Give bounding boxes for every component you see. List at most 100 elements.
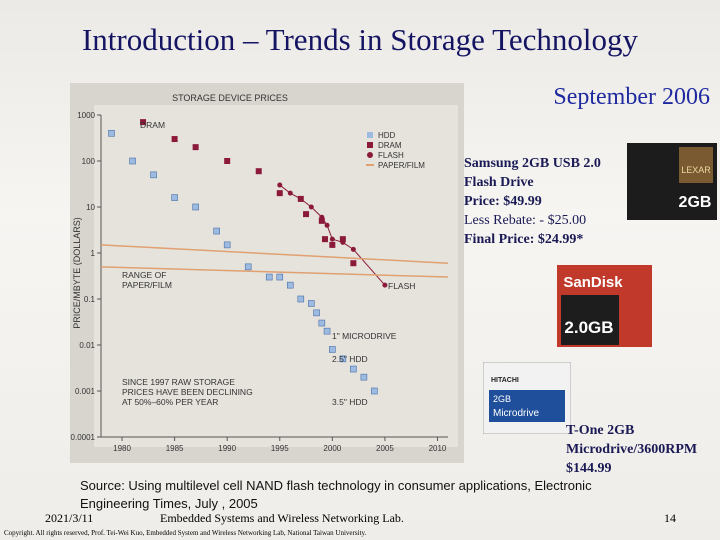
y-tick-label: 1 bbox=[91, 249, 96, 258]
card-capacity: 2.0GB bbox=[564, 318, 613, 337]
card-chip bbox=[679, 147, 713, 183]
text: Microdrive/3600RPM bbox=[566, 442, 698, 457]
annotation: RANGE OF bbox=[122, 270, 166, 280]
point bbox=[108, 130, 115, 137]
y-axis-label: PRICE/MBYTE (DOLLARS) bbox=[72, 217, 82, 329]
point bbox=[286, 281, 294, 289]
point bbox=[213, 227, 220, 235]
card-brand: LEXAR bbox=[681, 165, 711, 175]
point bbox=[244, 263, 252, 271]
annotation: FLASH bbox=[388, 281, 415, 291]
paper-film-line bbox=[100, 266, 449, 278]
text: Flash Drive bbox=[464, 175, 534, 190]
annotation: SINCE 1997 RAW STORAGE bbox=[122, 377, 235, 387]
hitachi-card: HITACHI 2GB Microdrive bbox=[483, 362, 571, 434]
point bbox=[276, 273, 284, 281]
point bbox=[339, 236, 346, 243]
point bbox=[277, 182, 283, 188]
point bbox=[287, 190, 293, 196]
point bbox=[171, 136, 178, 143]
legend-label: PAPER/FILM bbox=[378, 161, 425, 170]
point bbox=[350, 365, 357, 373]
chart-title: STORAGE DEVICE PRICES bbox=[172, 93, 288, 103]
point bbox=[276, 190, 283, 197]
card-brand: HITACHI bbox=[491, 377, 519, 384]
point bbox=[350, 260, 357, 267]
point bbox=[308, 300, 315, 307]
card-label bbox=[489, 390, 565, 422]
card-label bbox=[561, 295, 619, 345]
legend-swatch bbox=[367, 142, 373, 148]
point bbox=[303, 211, 310, 218]
legend-swatch bbox=[367, 132, 373, 138]
product-flash: Samsung 2GB USB 2.0 Flash Drive Price: $… bbox=[464, 154, 601, 249]
source: Source: Using multilevel cell NAND flash… bbox=[80, 477, 592, 513]
legend-label: HDD bbox=[378, 131, 396, 140]
point bbox=[324, 222, 330, 228]
point bbox=[360, 373, 368, 381]
point bbox=[313, 309, 320, 317]
annotation: AT 50%–60% PER YEAR bbox=[122, 397, 218, 407]
point bbox=[318, 217, 325, 224]
point bbox=[140, 119, 147, 126]
annotation: PAPER/FILM bbox=[122, 280, 172, 290]
point bbox=[329, 346, 336, 353]
x-tick-label: 2010 bbox=[429, 444, 447, 453]
legend-label: DRAM bbox=[378, 141, 402, 150]
flash-line bbox=[279, 184, 386, 286]
point bbox=[350, 246, 356, 252]
point bbox=[298, 196, 304, 202]
point bbox=[319, 214, 325, 220]
point bbox=[255, 168, 262, 175]
point bbox=[329, 241, 336, 248]
point bbox=[297, 295, 305, 303]
card-capacity: 2GB bbox=[679, 194, 712, 211]
point bbox=[224, 158, 231, 164]
annotation: 3.5" HDD bbox=[332, 397, 368, 407]
text: Less Rebate: - $25.00 bbox=[464, 213, 587, 228]
y-tick-label: 100 bbox=[82, 157, 96, 166]
point bbox=[192, 144, 199, 151]
point bbox=[339, 355, 347, 363]
x-tick-label: 1990 bbox=[218, 444, 236, 453]
x-tick-label: 1985 bbox=[166, 444, 184, 453]
point bbox=[223, 241, 231, 249]
footer-page: 14 bbox=[664, 511, 676, 525]
x-tick-label: 2005 bbox=[376, 444, 394, 453]
footer-lab: Embedded Systems and Wireless Networking… bbox=[160, 511, 404, 525]
annotation: DRAM bbox=[140, 120, 165, 130]
card-capacity: 2GB bbox=[493, 394, 511, 404]
y-tick-label: 1000 bbox=[77, 111, 95, 120]
annotation: 1" MICRODRIVE bbox=[332, 331, 397, 341]
point bbox=[340, 239, 346, 245]
chart: STORAGE DEVICE PRICES PRICE/MBYTE (DOLLA… bbox=[70, 83, 464, 463]
point bbox=[192, 203, 199, 211]
point bbox=[323, 327, 331, 335]
card-brand: SanDisk bbox=[563, 274, 623, 291]
date-heading: September 2006 bbox=[553, 84, 710, 110]
x-tick-label: 1995 bbox=[271, 444, 289, 453]
point bbox=[329, 236, 335, 242]
text: Samsung 2GB USB 2.0 bbox=[464, 156, 601, 171]
y-tick-label: 10 bbox=[86, 203, 95, 212]
paper-film-line bbox=[100, 244, 449, 264]
text: Source: Using multilevel cell NAND flash… bbox=[80, 478, 592, 493]
point bbox=[318, 319, 326, 327]
point bbox=[129, 157, 136, 165]
text: Price: $49.99 bbox=[464, 194, 542, 209]
product-microdrive: T-One 2GB Microdrive/3600RPM $144.99 bbox=[566, 421, 697, 478]
y-tick-label: 0.0001 bbox=[71, 433, 96, 442]
text: $144.99 bbox=[566, 461, 612, 476]
x-tick-label: 2000 bbox=[323, 444, 341, 453]
annotation: PRICES HAVE BEEN DECLINING bbox=[122, 387, 253, 397]
text: Engineering Times, July , 2005 bbox=[80, 496, 258, 511]
legend-label: FLASH bbox=[378, 151, 404, 160]
card-product: Microdrive bbox=[493, 408, 540, 419]
annotation: 2.5" HDD bbox=[332, 354, 368, 364]
text: T-One 2GB bbox=[566, 423, 635, 438]
point bbox=[171, 194, 178, 201]
y-tick-label: 0.1 bbox=[84, 295, 96, 304]
sandisk-card: SanDisk 2.0GB bbox=[557, 265, 652, 347]
y-tick-label: 0.001 bbox=[75, 387, 96, 396]
